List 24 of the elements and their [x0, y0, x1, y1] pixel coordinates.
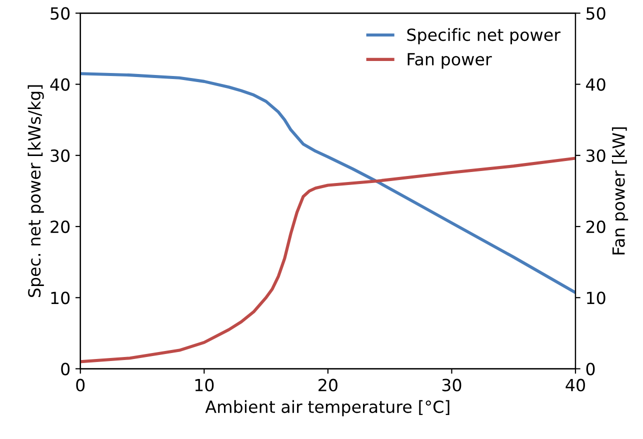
legend-label: Fan power: [408, 53, 492, 69]
y2-tick-label: 40: [586, 78, 606, 91]
y2-tick-label: 10: [587, 292, 606, 304]
y2-axis-title: Fan power [kW]: [612, 127, 628, 254]
x-axis-title: Ambient air temperature [°C]: [205, 400, 450, 416]
y-tick-label: 30: [50, 149, 70, 162]
y-tick-label: 20: [50, 220, 70, 234]
line-series: [80, 156, 576, 364]
y2-tick-label: 30: [586, 149, 606, 162]
x-tick-label: 40: [566, 378, 585, 392]
y2-tick-label: 20: [586, 220, 606, 234]
y-tick-label: 40: [50, 78, 70, 91]
y-axis-title: Spec. net power [kWs/kg]: [28, 85, 44, 298]
x-tick-label: 20: [318, 378, 338, 392]
line-series: [80, 72, 576, 294]
y-tick-label: 50: [50, 7, 70, 20]
y-tick-label: 0: [61, 362, 70, 376]
x-tick-label: 30: [442, 378, 462, 392]
y-tick-label: 10: [51, 292, 70, 304]
x-tick-label: 0: [76, 378, 85, 392]
x-tick-label: 10: [195, 378, 214, 392]
y2-tick-label: 0: [586, 362, 595, 376]
y2-tick-label: 50: [586, 7, 606, 20]
legend-label: Specific net power: [407, 28, 560, 44]
